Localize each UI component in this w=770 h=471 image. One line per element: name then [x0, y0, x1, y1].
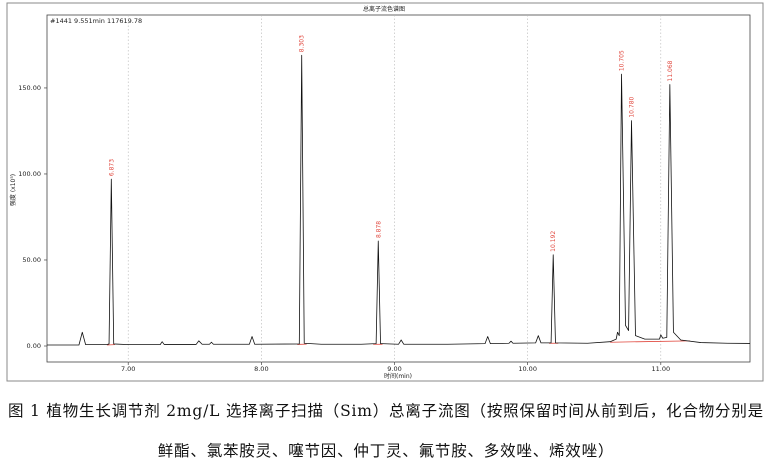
peak-label: 8.303 — [299, 35, 306, 52]
axis-ticks: 7.00 8.00 9.00 10.00 11.00 0.00 50.00 100.00 150… — [18, 84, 670, 373]
plot-area — [46, 14, 751, 363]
y-axis-label: 强度 (x10⁵) — [9, 174, 17, 206]
chart-title: 总离子流色谱图 — [363, 5, 405, 13]
x-tick-label: 8.00 — [254, 365, 268, 373]
peak-label: 11.068 — [667, 60, 674, 81]
x-tick-label: 10.00 — [518, 365, 537, 373]
integration-baseline — [610, 340, 691, 343]
peak-label: 10.705 — [619, 50, 626, 71]
x-tick-label: 7.00 — [121, 365, 135, 373]
peak-label: 6.873 — [108, 159, 115, 176]
peak-labels: 6.873 8.303 8.878 10.192 10.705 10.780 11.068 — [108, 35, 674, 252]
scan-info: #1441 9.551min 117619.78 — [50, 17, 142, 25]
trace-layer — [47, 54, 750, 346]
chromatogram-chart: 总离子流色谱图 #1441 9.551min 117619.78 时间(min)… — [6, 2, 764, 382]
peak-label: 10.192 — [550, 231, 557, 252]
y-tick-label: 0.00 — [27, 342, 41, 350]
peak-label: 10.780 — [629, 96, 636, 117]
y-tick-label: 150.00 — [18, 84, 41, 92]
peak-label: 8.878 — [375, 221, 382, 238]
y-tick-label: 50.00 — [22, 256, 41, 264]
chromatogram-trace — [47, 54, 750, 346]
figure-caption-line-1: 图 1 植物生长调节剂 2mg/L 选择离子扫描（Sim）总离子流图（按照保留时… — [8, 402, 764, 420]
figure-frame — [6, 2, 764, 382]
y-tick-label: 100.00 — [18, 170, 41, 178]
x-tick-label: 11.00 — [651, 365, 670, 373]
x-axis-label: 时间(min) — [384, 372, 412, 380]
x-tick-label: 9.00 — [387, 365, 401, 373]
figure-caption-line-2: 鲜酯、氯苯胺灵、噻节因、仲丁灵、氟节胺、多效唑、烯效唑） — [157, 442, 615, 460]
